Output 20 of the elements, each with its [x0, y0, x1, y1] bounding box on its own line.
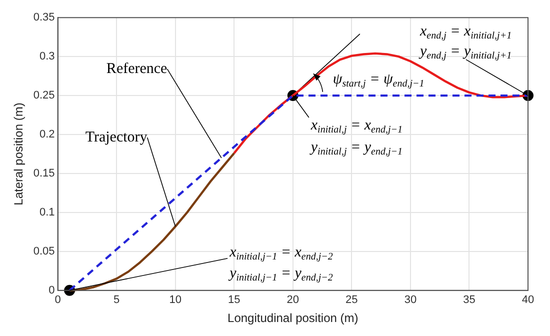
- x-tick-label: 35: [463, 294, 476, 306]
- y-axis-title: Lateral position (m): [12, 102, 26, 206]
- x-axis-title: Longitudinal position (m): [228, 311, 358, 326]
- text: Trajectory: [85, 129, 148, 146]
- x-tick-label: 15: [228, 294, 240, 306]
- x-tick-label: 30: [404, 294, 417, 306]
- x-tick-label: 5: [114, 294, 120, 306]
- y-tick-label: 0.05: [33, 245, 55, 258]
- y-tick-label: 0.15: [33, 168, 55, 180]
- y-tick-label: 0.25: [33, 90, 55, 102]
- x-tick-label: 20: [286, 294, 300, 306]
- y-tick-label: 0.1: [40, 206, 55, 218]
- x-tick-label: 25: [346, 294, 358, 306]
- x-tick-label: 40: [522, 294, 534, 306]
- y-tick-label: 0.3: [40, 50, 55, 63]
- y-tick-label: 0.35: [33, 12, 55, 24]
- y-tick-label: 0: [48, 284, 55, 296]
- y-tick-label: 0.2: [40, 128, 55, 141]
- x-tick-label: 10: [169, 294, 182, 306]
- text: Reference: [106, 60, 168, 77]
